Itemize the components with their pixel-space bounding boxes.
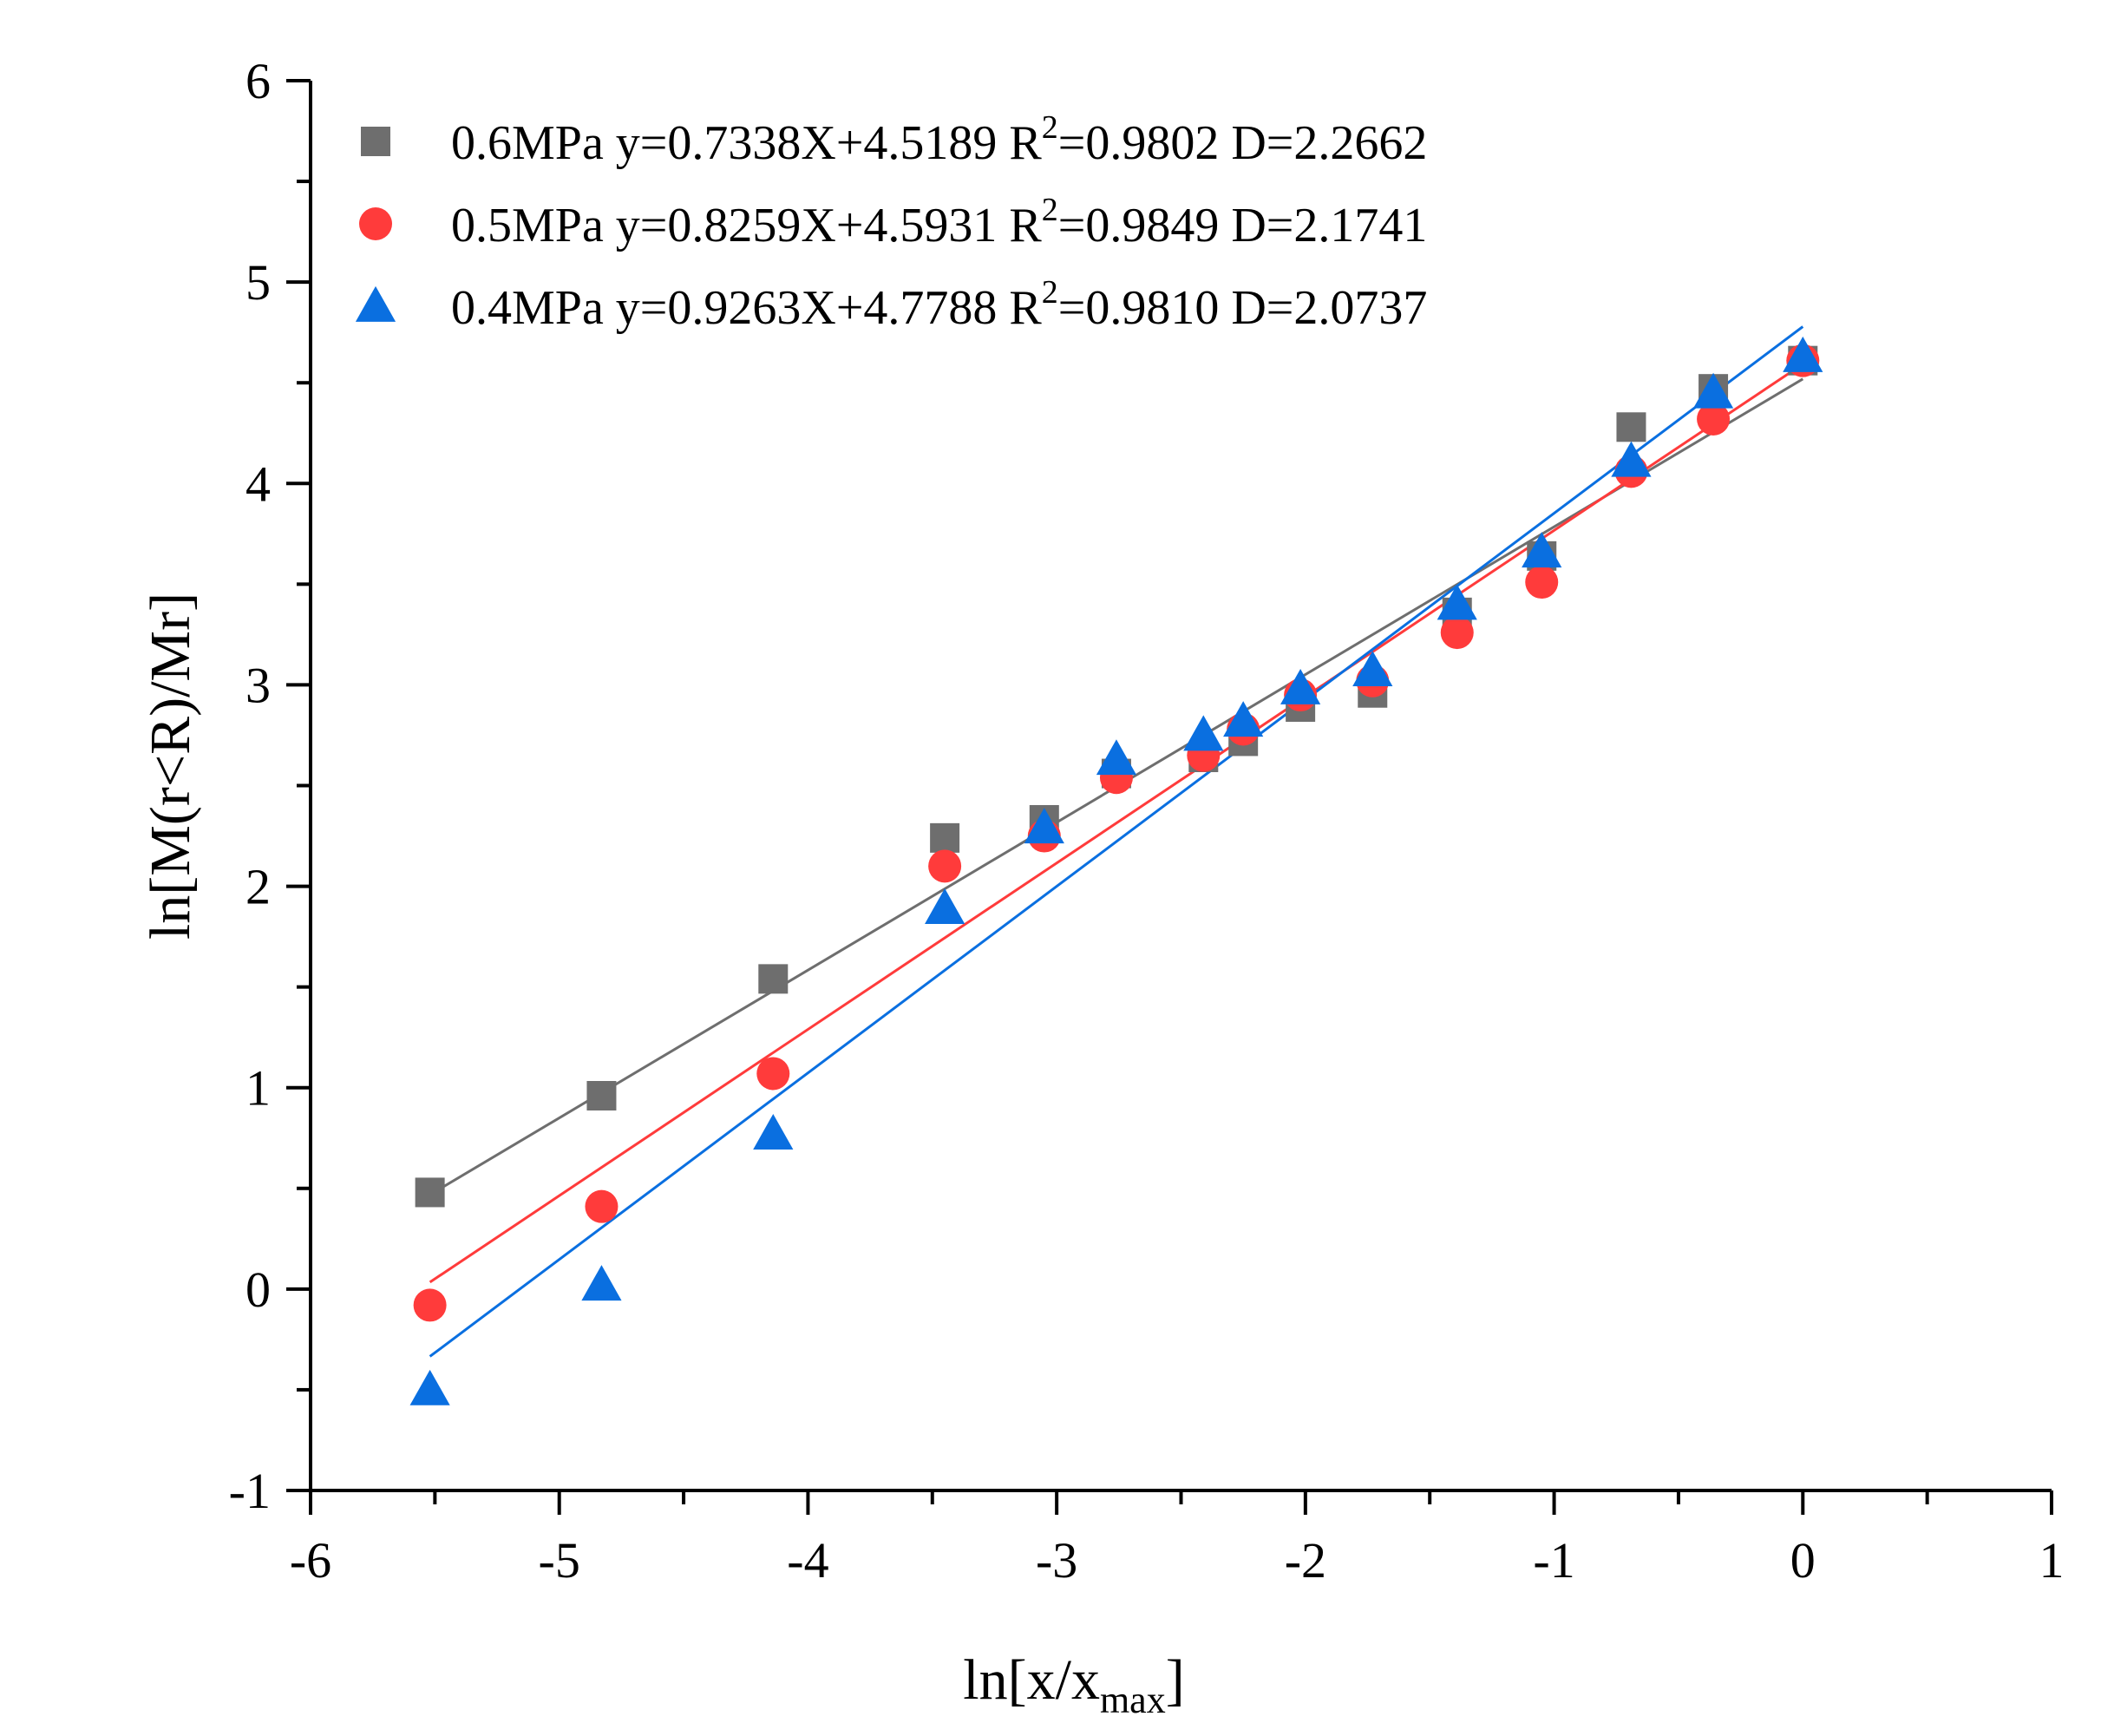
legend-marker-series-2 xyxy=(355,285,396,322)
y-tick-label: 5 xyxy=(245,254,271,311)
fit-line-series-1 xyxy=(429,363,1804,1284)
legend-marker-series-0 xyxy=(361,127,390,156)
legend-label-series-0: 0.6MPa y=0.7338X+4.5189 R2=0.9802 D=2.26… xyxy=(451,109,1427,170)
data-point-series-2 xyxy=(1611,441,1652,477)
x-tick-label: 0 xyxy=(1790,1532,1816,1589)
y-tick-label: 1 xyxy=(245,1060,271,1117)
y-axis-title: ln[M(r<R)/Mr] xyxy=(139,593,202,940)
data-point-series-1 xyxy=(413,1288,447,1322)
data-point-series-1 xyxy=(585,1189,619,1223)
y-tick-label: 2 xyxy=(245,859,271,915)
x-tick-label: -3 xyxy=(1036,1532,1077,1589)
data-point-series-1 xyxy=(1697,403,1731,436)
data-point-series-2 xyxy=(753,1114,794,1150)
data-point-series-2 xyxy=(581,1265,622,1301)
data-point-series-0 xyxy=(586,1081,617,1110)
data-point-series-0 xyxy=(1616,412,1646,442)
data-point-series-2 xyxy=(409,1369,450,1405)
x-tick-label: -2 xyxy=(1285,1532,1326,1589)
x-tick-label: 1 xyxy=(2039,1532,2065,1589)
legend: 0.6MPa y=0.7338X+4.5189 R2=0.9802 D=2.26… xyxy=(355,109,1427,335)
data-point-series-2 xyxy=(1024,808,1064,844)
y-tick-label: 6 xyxy=(245,53,271,109)
x-tick-label: -1 xyxy=(1533,1532,1574,1589)
y-tick-label: -1 xyxy=(229,1463,271,1519)
data-point-series-2 xyxy=(1437,584,1477,620)
x-tick-label: -6 xyxy=(290,1532,331,1589)
legend-marker-series-1 xyxy=(359,207,392,240)
x-tick-label: -4 xyxy=(787,1532,828,1589)
data-point-series-1 xyxy=(756,1057,790,1091)
data-point-series-2 xyxy=(1352,651,1393,687)
data-point-series-2 xyxy=(1522,532,1562,568)
y-tick-label: 0 xyxy=(245,1261,271,1318)
data-point-series-0 xyxy=(415,1177,445,1208)
data-point-series-2 xyxy=(1223,701,1264,737)
data-point-series-2 xyxy=(925,888,965,924)
legend-label-series-1: 0.5MPa y=0.8259X+4.5931 R2=0.9849 D=2.17… xyxy=(451,192,1427,252)
data-points xyxy=(409,336,1823,1405)
axes: -6 -5 -4 -3 -2 -1 0 1 -1 0 1 2 3 4 5 6 xyxy=(229,53,2065,1589)
y-tick-label: 4 xyxy=(245,455,271,512)
legend-label-series-2: 0.4MPa y=0.9263X+4.7788 R2=0.9810 D=2.07… xyxy=(451,274,1427,335)
x-axis-title: ln[x/xmax] xyxy=(963,1648,1184,1721)
fit-line-series-2 xyxy=(429,325,1804,1358)
data-point-series-1 xyxy=(1440,616,1474,650)
data-point-series-2 xyxy=(1096,739,1137,776)
data-point-series-2 xyxy=(1692,372,1734,409)
data-point-series-1 xyxy=(928,849,962,883)
data-point-series-1 xyxy=(1525,566,1559,599)
data-point-series-0 xyxy=(758,964,789,994)
y-tick-label: 3 xyxy=(245,657,271,713)
fit-lines xyxy=(429,325,1804,1358)
data-point-series-2 xyxy=(1183,715,1224,751)
x-tick-label: -5 xyxy=(539,1532,580,1589)
data-point-series-0 xyxy=(930,822,960,853)
data-point-series-2 xyxy=(1783,336,1823,372)
data-point-series-2 xyxy=(1280,668,1321,704)
